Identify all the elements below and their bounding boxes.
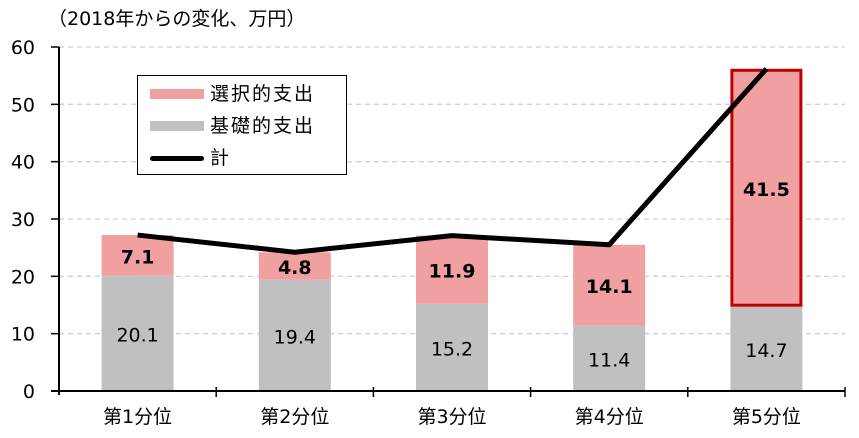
- legend-item-selective: 選択的支出: [138, 80, 346, 108]
- x-tick-label: 第2分位: [260, 406, 329, 428]
- x-axis: 第1分位 第2分位 第3分位 第4分位 第5分位: [51, 387, 846, 428]
- unit-label: （2018年からの変化、万円）: [48, 8, 306, 30]
- x-tick-label: 第1分位: [103, 406, 172, 428]
- bar-selective-label: 7.1: [121, 246, 155, 268]
- legend: 選択的支出 基礎的支出 計: [137, 75, 347, 175]
- bar-basic: [416, 303, 488, 391]
- legend-item-total: 計: [138, 144, 346, 172]
- y-tick-label: 0: [23, 381, 35, 403]
- bar-basic: [573, 325, 646, 391]
- bar-selective: [258, 252, 331, 280]
- legend-label-total: 計: [210, 147, 232, 169]
- bars: 20.1 7.1 19.4 4.8 15.2 11.9 11.4 14.1 14.7 41.5: [101, 68, 803, 391]
- bar-basic-label: 19.4: [274, 326, 316, 348]
- bar-selective: [730, 68, 803, 307]
- bar-basic: [258, 279, 331, 391]
- bar-selective-label: 4.8: [278, 257, 312, 279]
- bar-selective-label: 14.1: [586, 276, 633, 298]
- bar-basic: [101, 275, 174, 391]
- x-tick-label: 第5分位: [732, 406, 801, 428]
- x-tick-label: 第3分位: [417, 406, 486, 428]
- legend-item-basic: 基礎的支出: [138, 112, 346, 140]
- x-tick-label: 第4分位: [575, 406, 644, 428]
- bar-basic: [730, 306, 803, 391]
- bar-selective-label: 41.5: [743, 179, 790, 201]
- legend-label-basic: 基礎的支出: [210, 115, 316, 137]
- bar-basic-label: 15.2: [431, 338, 473, 360]
- y-tick-label: 30: [11, 209, 35, 231]
- bar-basic-label: 14.7: [745, 340, 787, 362]
- y-tick-label: 10: [11, 324, 35, 346]
- legend-label-selective: 選択的支出: [210, 83, 316, 105]
- bar-selective: [101, 235, 174, 276]
- total-polyline: [137, 67, 769, 255]
- legend-swatch-selective: [150, 89, 204, 99]
- y-tick-label: 20: [11, 266, 35, 288]
- total-line: [137, 67, 769, 255]
- bar-basic-label: 11.4: [588, 349, 630, 371]
- y-tick-label: 50: [11, 94, 35, 116]
- legend-swatch-total: [150, 156, 204, 161]
- bar-selective-label: 11.9: [429, 261, 476, 283]
- bar-basic-label: 20.1: [116, 324, 158, 346]
- y-tick-label: 60: [11, 37, 35, 59]
- bar-selective: [573, 244, 646, 326]
- y-axis: 0 10 20 30 40 50 60: [11, 37, 60, 403]
- y-tick-label: 40: [11, 152, 35, 174]
- bar-selective: [416, 235, 488, 304]
- legend-swatch-basic: [150, 121, 204, 131]
